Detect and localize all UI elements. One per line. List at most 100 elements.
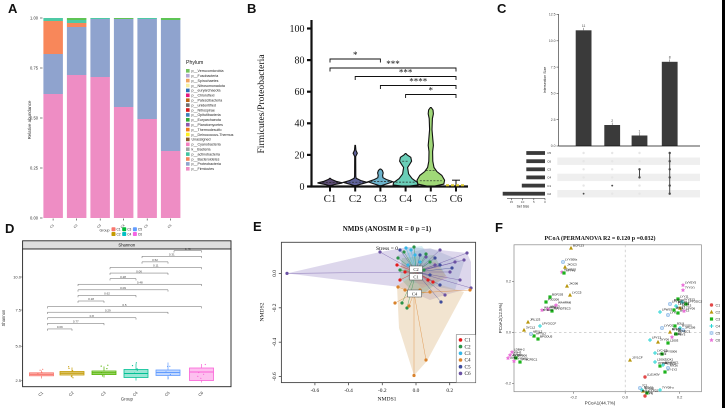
svg-text:PCoA1(44.7%): PCoA1(44.7%) — [585, 401, 616, 406]
svg-text:15: 15 — [510, 200, 514, 204]
svg-text:12.5: 12.5 — [549, 13, 556, 17]
svg-text:0.31: 0.31 — [169, 252, 175, 256]
svg-text:Relative abundance: Relative abundance — [27, 100, 32, 139]
svg-text:Set Size: Set Size — [517, 205, 530, 209]
svg-text:C1: C1 — [324, 193, 337, 205]
svg-text:AYWE13: AYWE13 — [564, 268, 576, 272]
svg-text:3Y-BY06: 3Y-BY06 — [516, 357, 528, 361]
svg-text:BYEC3: BYEC3 — [543, 308, 553, 312]
svg-text:3YY2: 3YY2 — [645, 391, 653, 395]
svg-text:0.75: 0.75 — [30, 66, 39, 71]
svg-text:p__Opitutibacteria: p__Opitutibacteria — [192, 113, 221, 117]
svg-text:C4: C4 — [120, 223, 126, 229]
svg-text:LPYOCCF: LPYOCCF — [542, 322, 556, 326]
svg-text:C5: C5 — [465, 364, 471, 370]
svg-text:0.52: 0.52 — [152, 258, 158, 262]
svg-text:LYBC3: LYBC3 — [657, 352, 667, 356]
svg-text:p__Chloroflexi: p__Chloroflexi — [192, 94, 215, 98]
svg-text:BYT02: BYT02 — [645, 387, 655, 391]
svg-text:-0.4: -0.4 — [344, 388, 353, 394]
svg-text:0.48: 0.48 — [137, 280, 143, 284]
svg-text:C2: C2 — [547, 192, 551, 196]
svg-text:Shannon: Shannon — [1, 309, 6, 326]
svg-text:3YP06: 3YP06 — [658, 361, 667, 365]
svg-text:k__Bacteria: k__Bacteria — [192, 148, 211, 152]
svg-text:p__Nitrosomonadota: p__Nitrosomonadota — [192, 84, 225, 88]
svg-text:10: 10 — [521, 200, 525, 204]
svg-text:LYVOC: LYVOC — [664, 324, 675, 328]
svg-text:C1: C1 — [547, 184, 551, 188]
svg-text:C6: C6 — [197, 390, 205, 398]
svg-text:LYYS06x: LYYS06x — [565, 258, 578, 262]
svg-text:C6: C6 — [465, 371, 471, 377]
svg-text:NMDS1: NMDS1 — [378, 397, 397, 403]
svg-text:C2: C2 — [413, 267, 419, 272]
svg-text:L200(3)DX1: L200(3)DX1 — [657, 358, 674, 362]
svg-text:3PL206: 3PL206 — [685, 326, 696, 330]
svg-text:AYYF1: AYYF1 — [566, 269, 576, 273]
svg-text:JXO06: JXO06 — [569, 282, 579, 286]
svg-text:0.18: 0.18 — [88, 297, 94, 301]
svg-text:0.5: 0.5 — [122, 303, 127, 307]
svg-text:-0.2: -0.2 — [570, 395, 578, 400]
svg-text:100: 100 — [290, 24, 305, 35]
svg-text:LPYODC2: LPYODC2 — [688, 300, 702, 304]
svg-text:9Y-3: 9Y-3 — [647, 392, 653, 396]
svg-text:10.0: 10.0 — [13, 274, 22, 279]
svg-text:C2: C2 — [117, 232, 121, 236]
svg-text:C5: C5 — [547, 151, 551, 155]
svg-text:3YCL2: 3YCL2 — [526, 326, 536, 330]
svg-text:0.43: 0.43 — [185, 247, 191, 251]
svg-text:0.2: 0.2 — [677, 395, 683, 400]
svg-text:NMDS2: NMDS2 — [260, 302, 266, 321]
svg-text:2: 2 — [611, 119, 613, 123]
svg-text:5.0: 5.0 — [15, 344, 21, 349]
svg-text:0.0: 0.0 — [272, 270, 278, 277]
svg-text:p__Firmicutes: p__Firmicutes — [192, 167, 215, 171]
svg-text:C3: C3 — [96, 223, 102, 229]
svg-text:***: *** — [399, 67, 413, 77]
svg-text:0.11: 0.11 — [153, 264, 159, 268]
svg-text:C2: C2 — [716, 310, 721, 314]
svg-text:DX4EXC1: DX4EXC1 — [665, 361, 679, 365]
svg-text:C6: C6 — [716, 338, 721, 342]
svg-text:LY26: LY26 — [674, 332, 681, 336]
svg-text:C4: C4 — [399, 193, 412, 205]
svg-text:3YB2: 3YB2 — [510, 356, 518, 360]
svg-text:MY26: MY26 — [670, 364, 678, 368]
svg-text:AY106: AY106 — [672, 328, 681, 332]
svg-text:p__Nitrospirae: p__Nitrospirae — [192, 108, 215, 112]
svg-text:0.25: 0.25 — [30, 166, 39, 171]
svg-text:C3: C3 — [374, 193, 387, 205]
svg-text:LYY13: LYY13 — [680, 302, 689, 306]
svg-text:5.0: 5.0 — [551, 92, 556, 96]
svg-text:C2: C2 — [73, 223, 79, 229]
svg-text:Intersection Size: Intersection Size — [543, 67, 547, 94]
svg-text:AYC13: AYC13 — [682, 304, 692, 308]
svg-text:0.29: 0.29 — [105, 308, 111, 312]
svg-text:C4: C4 — [412, 291, 418, 296]
svg-text:C5: C5 — [716, 331, 721, 335]
svg-text:C5: C5 — [143, 223, 149, 229]
svg-text:BCF123: BCF123 — [573, 244, 584, 248]
svg-text:-0.6: -0.6 — [272, 372, 278, 381]
svg-text:0.28: 0.28 — [120, 275, 126, 279]
svg-text:1: 1 — [639, 129, 641, 133]
svg-text:Phylum: Phylum — [186, 60, 203, 66]
svg-text:C6: C6 — [167, 223, 173, 229]
svg-text:LYY11: LYY11 — [680, 295, 689, 299]
svg-text:Shannon: Shannon — [118, 243, 135, 248]
svg-text:7YY08-u: 7YY08-u — [662, 386, 674, 390]
svg-text:0.2: 0.2 — [506, 280, 511, 284]
svg-text:LPWS3: LPWS3 — [662, 308, 673, 312]
svg-text:LAPBY3: LAPBY3 — [674, 333, 686, 337]
svg-text:-0.2: -0.2 — [505, 382, 511, 386]
svg-text:LYCC5: LYCC5 — [572, 291, 582, 295]
svg-text:Stress = 0: Stress = 0 — [376, 246, 398, 252]
svg-text:Group: Group — [121, 397, 134, 402]
svg-text:0.0: 0.0 — [413, 388, 420, 394]
svg-text:C1: C1 — [117, 228, 121, 232]
svg-text:****: **** — [409, 76, 428, 86]
svg-text:p__Euryarchaeota: p__Euryarchaeota — [192, 118, 221, 122]
svg-text:0.0: 0.0 — [551, 144, 556, 148]
